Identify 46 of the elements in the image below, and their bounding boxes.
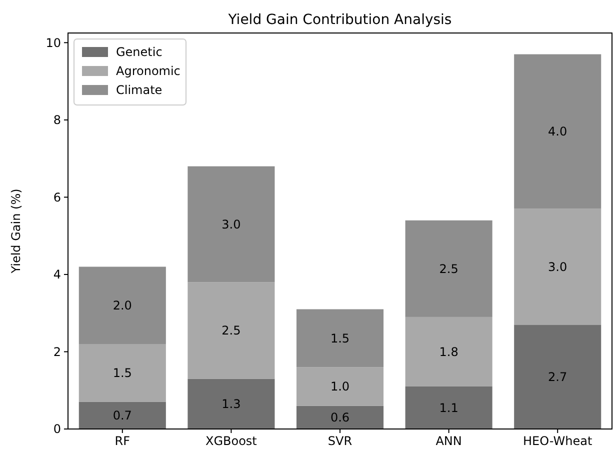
bar	[188, 378, 275, 429]
legend-label: Genetic	[116, 45, 162, 60]
y-tick-label: 10	[46, 36, 61, 50]
data-label: 2.5	[222, 324, 241, 338]
data-label: 0.7	[112, 408, 132, 423]
data-label: 3.0	[548, 260, 568, 274]
x-tick-label: ANN	[436, 434, 462, 448]
bar	[188, 166, 275, 282]
data-label: 1.5	[330, 331, 350, 346]
bar	[296, 309, 384, 368]
bar	[405, 316, 492, 387]
bar	[78, 344, 166, 402]
data-label: 0.6	[330, 410, 350, 425]
chart-title: Yield Gain Contribution Analysis	[227, 12, 452, 28]
legend-label: Climate	[116, 83, 162, 98]
bar	[296, 367, 384, 406]
bar	[405, 220, 492, 317]
data-label: 1.3	[222, 397, 241, 412]
bar	[78, 402, 166, 429]
y-tick-label: 2	[53, 344, 61, 359]
bar	[514, 54, 602, 209]
bar	[78, 266, 166, 344]
data-label: 3.0	[222, 217, 241, 232]
bar	[296, 406, 384, 429]
y-tick-label: 0	[53, 422, 61, 436]
data-label: 1.1	[439, 400, 458, 415]
x-tick-label: XGBoost	[205, 434, 258, 448]
bar	[514, 324, 602, 429]
x-tick-label: HEO-Wheat	[523, 434, 592, 448]
data-label: 2.7	[548, 370, 568, 384]
x-tick-label: RF	[114, 434, 130, 448]
data-label: 4.0	[548, 124, 568, 139]
bar	[405, 386, 492, 429]
data-label: 2.5	[439, 262, 458, 276]
bar	[514, 208, 602, 325]
data-label: 1.5	[112, 366, 132, 380]
bar	[188, 282, 275, 379]
y-axis-title: Yield Gain (%)	[9, 188, 23, 274]
x-tick-label: SVR	[328, 434, 352, 448]
data-label: 1.8	[439, 344, 458, 359]
y-tick-label: 6	[53, 190, 61, 204]
data-label: 2.0	[112, 298, 132, 313]
data-label: 1.0	[330, 380, 350, 394]
y-tick-label: 4	[53, 268, 61, 282]
legend-label: Agronomic	[116, 64, 180, 78]
y-tick-label: 8	[53, 113, 61, 128]
